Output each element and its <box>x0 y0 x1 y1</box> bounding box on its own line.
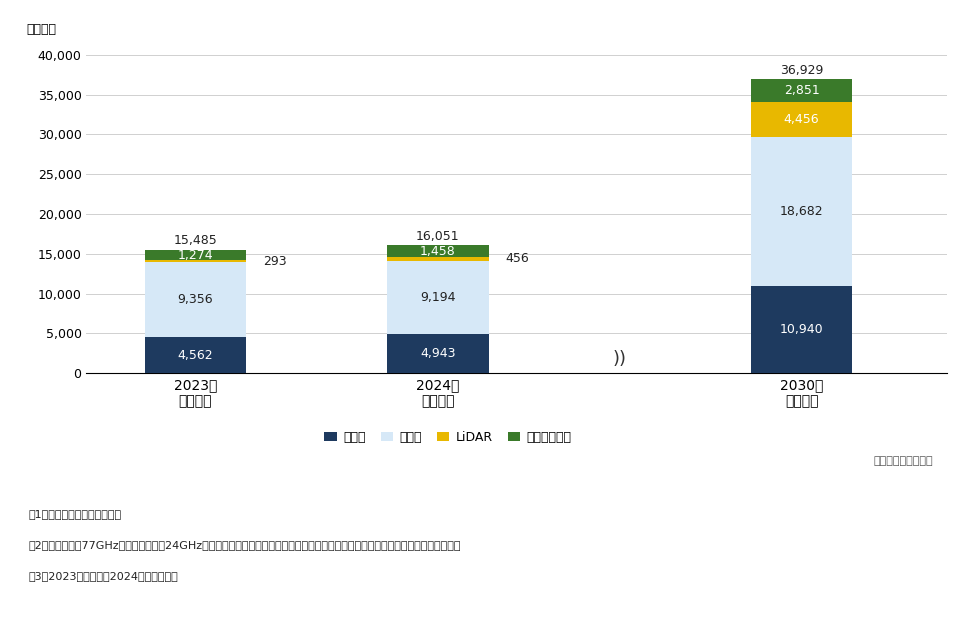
Text: 18,682: 18,682 <box>779 206 823 219</box>
Bar <box>386 261 488 334</box>
Text: 15,485: 15,485 <box>173 234 217 247</box>
Text: 4,456: 4,456 <box>783 113 819 126</box>
Text: 1,458: 1,458 <box>420 245 456 258</box>
Text: 456: 456 <box>505 252 529 265</box>
Text: 293: 293 <box>263 255 286 268</box>
Bar <box>144 260 246 263</box>
Legend: レーダ, カメラ, LiDAR, 超音波センサ: レーダ, カメラ, LiDAR, 超音波センサ <box>319 426 576 449</box>
Text: 9,356: 9,356 <box>178 293 213 306</box>
Text: 36,929: 36,929 <box>779 63 823 76</box>
Bar <box>750 286 851 373</box>
Bar <box>144 250 246 260</box>
Text: 10,940: 10,940 <box>779 323 823 336</box>
Bar <box>386 257 488 261</box>
Text: 2,851: 2,851 <box>783 84 819 97</box>
Text: )): )) <box>612 350 626 368</box>
Text: 4,943: 4,943 <box>420 347 456 360</box>
Text: 注3．2023年見込値、2024年以降予測値: 注3．2023年見込値、2024年以降予測値 <box>29 571 179 581</box>
Text: （億円）: （億円） <box>26 22 56 35</box>
Text: 注1．メーカー出荷金額ベース: 注1．メーカー出荷金額ベース <box>29 509 122 519</box>
Bar <box>144 263 246 337</box>
Text: 矢野経済研究所調べ: 矢野経済研究所調べ <box>873 456 932 466</box>
Bar <box>750 79 851 102</box>
Bar <box>750 102 851 137</box>
Text: 9,194: 9,194 <box>420 291 456 304</box>
Bar <box>386 245 488 257</box>
Text: 4,562: 4,562 <box>178 348 213 361</box>
Bar <box>750 137 851 286</box>
Text: 1,274: 1,274 <box>178 248 213 261</box>
Bar <box>386 334 488 373</box>
Text: 注2．レーダには77GHzミリ波レーダと24GHz準ミリ波レーダ、カメラにはセンシングカメラやリア／サラウンドビューカメラを含む: 注2．レーダには77GHzミリ波レーダと24GHz準ミリ波レーダ、カメラにはセン… <box>29 540 461 550</box>
Bar <box>144 337 246 373</box>
Text: 16,051: 16,051 <box>416 230 459 243</box>
